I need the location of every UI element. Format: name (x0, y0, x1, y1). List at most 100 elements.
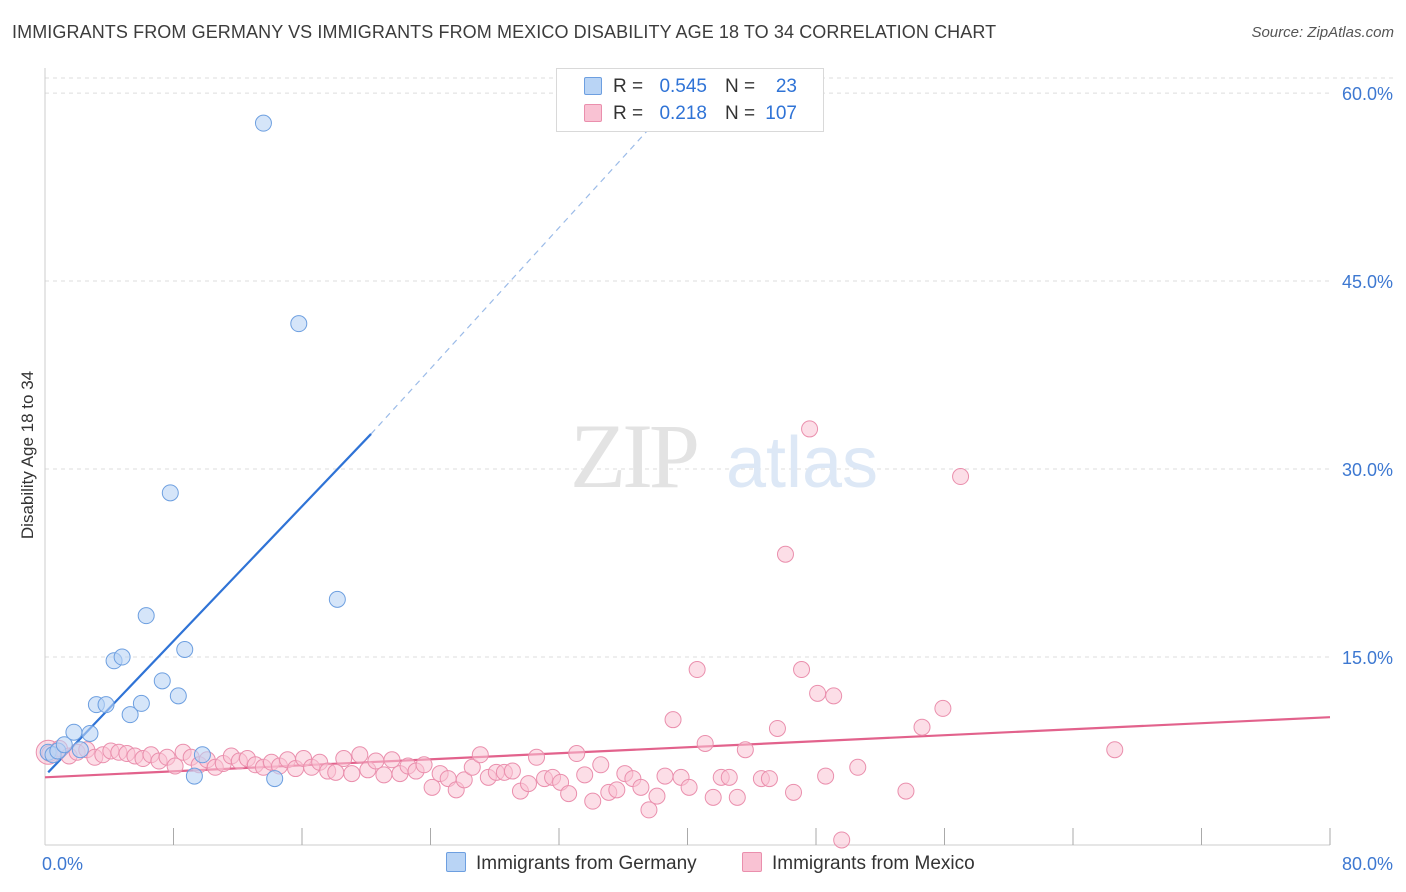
mexico-point (688, 661, 706, 679)
germany-point (153, 672, 171, 690)
data-points (35, 114, 1124, 849)
mexico-point (817, 767, 835, 785)
germany-n-value: 23 (775, 76, 797, 97)
mexico-point (825, 687, 843, 705)
mexico-r-value: 0.218 (659, 103, 707, 124)
mexico-point (351, 746, 369, 764)
mexico-point (560, 785, 578, 803)
germany-point (254, 114, 272, 132)
germany-legend-label: Immigrants from Germany (476, 853, 697, 874)
mexico-point (913, 718, 931, 736)
mexico-point (801, 420, 819, 438)
x-tick-label-min: 0.0% (42, 854, 83, 874)
bottom-legend-germany: Immigrants from Germany (446, 852, 697, 876)
y-tick-label: 60.0% (1342, 84, 1393, 104)
germany-swatch (584, 77, 602, 95)
mexico-point (640, 801, 658, 819)
y-tick-label: 30.0% (1342, 460, 1393, 480)
germany-point (185, 767, 203, 785)
germany-point (65, 723, 83, 741)
mexico-point (383, 751, 401, 769)
mexico-point (656, 767, 674, 785)
mexico-legend-swatch (742, 852, 762, 872)
germany-point (55, 736, 73, 754)
germany-point (176, 640, 194, 658)
bottom-legend-mexico: Immigrants from Mexico (742, 852, 975, 876)
mexico-point (608, 781, 626, 799)
mexico-legend-label: Immigrants from Mexico (772, 853, 975, 874)
watermark-atlas: atlas (726, 423, 878, 503)
mexico-point (952, 468, 970, 486)
mexico-point (343, 765, 361, 783)
mexico-point (463, 758, 481, 776)
mexico-point (592, 756, 610, 774)
germany-r-label: R = (613, 76, 644, 97)
mexico-point (415, 756, 433, 774)
germany-point (97, 696, 115, 714)
germany-trend-extension (370, 121, 656, 435)
germany-point (169, 687, 187, 705)
mexico-point (648, 787, 666, 805)
mexico-point (375, 766, 393, 784)
x-tick-label-max: 80.0% (1342, 854, 1393, 874)
germany-n-label: N = (725, 76, 756, 97)
gridlines (45, 77, 1395, 658)
mexico-point (1106, 741, 1124, 759)
mexico-point (704, 788, 722, 806)
mexico-point (728, 788, 746, 806)
mexico-point (584, 792, 602, 810)
mexico-r-label: R = (613, 103, 644, 124)
mexico-point (809, 684, 827, 702)
germany-point (161, 484, 179, 502)
watermark: ZIP atlas (570, 405, 878, 507)
mexico-point (576, 766, 594, 784)
mexico-point (335, 750, 353, 768)
germany-point (137, 607, 155, 625)
mexico-point (680, 778, 698, 796)
germany-point (71, 741, 89, 759)
mexico-point (793, 661, 811, 679)
legend-row-mexico: R = 0.218 N = 107 (557, 101, 823, 127)
mexico-point (833, 831, 851, 849)
mexico-point (471, 746, 489, 764)
mexico-point (423, 778, 441, 796)
correlation-legend: R = 0.545 N = 23 R = 0.218 N = 107 (556, 68, 824, 132)
mexico-point (664, 711, 682, 729)
mexico-n-label: N = (725, 103, 756, 124)
mexico-point (568, 745, 586, 763)
germany-point (266, 770, 284, 788)
mexico-point (897, 782, 915, 800)
watermark-zip: ZIP (570, 405, 697, 507)
germany-point (193, 746, 211, 764)
germany-point (113, 648, 131, 666)
mexico-point (760, 770, 778, 788)
mexico-point (528, 748, 546, 766)
mexico-swatch (584, 104, 602, 122)
mexico-point (503, 762, 521, 780)
germany-point (121, 706, 139, 724)
mexico-point (785, 783, 803, 801)
germany-legend-swatch (446, 852, 466, 872)
mexico-point (720, 768, 738, 786)
germany-trend-line (47, 433, 372, 774)
legend-row-germany: R = 0.545 N = 23 (557, 74, 823, 100)
chart-title: IMMIGRANTS FROM GERMANY VS IMMIGRANTS FR… (12, 22, 997, 42)
tick-labels: 15.0% 30.0% 45.0% 60.0% 0.0% 80.0% (42, 84, 1393, 874)
germany-point (328, 590, 346, 608)
y-tick-label: 45.0% (1342, 272, 1393, 292)
germany-point (290, 315, 308, 333)
mexico-n-value: 107 (765, 103, 797, 124)
mexico-point (696, 734, 714, 752)
mexico-point (934, 699, 952, 717)
axes (44, 68, 1331, 846)
germany-r-value: 0.545 (659, 76, 707, 97)
germany-point (132, 694, 150, 712)
mexico-point (776, 545, 794, 563)
mexico-point (849, 758, 867, 776)
y-tick-label: 15.0% (1342, 648, 1393, 668)
mexico-point (367, 752, 385, 770)
mexico-point (166, 757, 184, 775)
mexico-point (519, 775, 537, 793)
mexico-point (455, 771, 473, 789)
